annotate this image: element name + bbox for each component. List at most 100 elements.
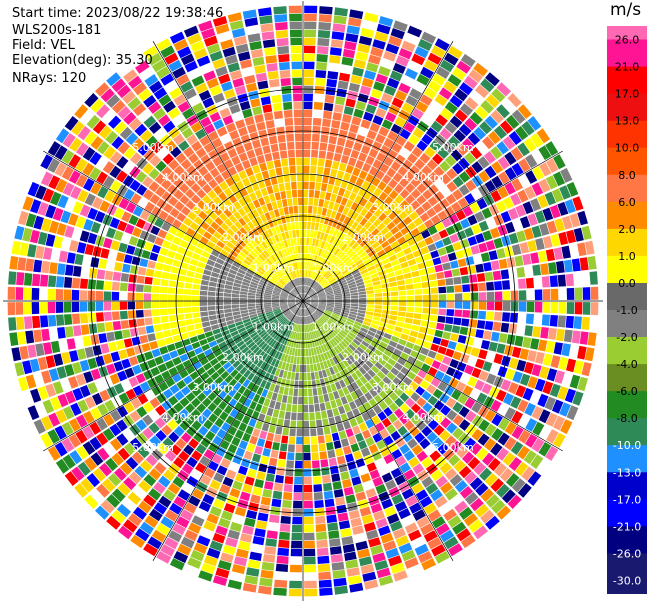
radar-gate: [350, 301, 359, 304]
radar-gate: [133, 82, 147, 96]
radar-gate: [294, 316, 298, 324]
radar-gate: [183, 25, 199, 38]
radar-gate: [37, 231, 48, 246]
radar-gate: [303, 69, 315, 78]
radar-gate: [584, 240, 595, 255]
radar-gate: [247, 211, 255, 221]
radar-gate: [153, 502, 168, 515]
radar-gate: [464, 397, 476, 409]
radar-gate: [289, 564, 302, 573]
radar-gate: [344, 41, 357, 51]
radar-gate: [522, 387, 534, 401]
radar-gate: [203, 326, 212, 333]
radar-gate: [374, 361, 384, 370]
radar-gate: [43, 247, 53, 260]
radar-gate: [69, 137, 83, 152]
radar-gate: [304, 13, 317, 22]
radar-gate: [80, 313, 89, 324]
radar-gate: [220, 458, 231, 469]
radar-gate: [263, 299, 271, 301]
radar-gate: [542, 302, 551, 313]
radar-gate: [238, 395, 247, 405]
radar-gate: [161, 240, 172, 249]
radar-gate: [281, 291, 289, 296]
radar-gate: [239, 533, 253, 543]
radar-gate: [198, 382, 208, 392]
radar-gate: [351, 116, 362, 126]
radar-gate: [264, 112, 274, 121]
radar-gate: [403, 469, 416, 481]
radar-gate: [388, 35, 403, 47]
radar-gate: [199, 357, 209, 366]
radar-gate: [310, 303, 318, 308]
radar-gate: [142, 401, 154, 413]
radar-gate: [452, 162, 464, 175]
radar-gate: [145, 454, 158, 467]
radar-gate: [268, 246, 275, 254]
radar-gate: [437, 315, 446, 323]
radar-gate: [517, 399, 529, 413]
radar-gate: [189, 258, 199, 266]
radar-gate: [397, 166, 408, 177]
radar-gate: [160, 73, 175, 86]
radar-gate: [111, 100, 126, 114]
radar-gate: [315, 523, 327, 532]
radar-gate: [191, 515, 205, 527]
radar-gate: [131, 138, 144, 151]
radar-gate: [337, 204, 345, 214]
radar-gate: [232, 360, 241, 369]
radar-gate: [323, 360, 329, 369]
radar-gate: [345, 393, 354, 403]
radar-gate: [206, 77, 219, 89]
radar-gate: [220, 39, 234, 50]
radar-gate: [267, 228, 274, 237]
radar-gate: [349, 582, 364, 593]
radar-gate: [390, 562, 405, 574]
radar-gate: [77, 461, 91, 476]
radar-gate: [326, 297, 335, 300]
radar-gate: [116, 433, 129, 446]
radar-gate: [235, 145, 246, 155]
radar-gate: [169, 502, 183, 515]
radar-gate: [295, 316, 299, 324]
radar-gate: [350, 306, 359, 310]
radar-gate: [173, 38, 189, 51]
radar-gate: [175, 438, 187, 450]
radar-gate: [538, 442, 552, 457]
radar-gate: [209, 358, 219, 367]
radar-gate: [251, 182, 260, 192]
radar-gate: [150, 366, 161, 377]
radar-gate: [442, 331, 451, 340]
radar-gate: [579, 257, 589, 271]
radar-gate: [165, 214, 176, 225]
radar-gate: [169, 350, 179, 359]
radar-gate: [233, 391, 242, 401]
radar-gate: [215, 301, 224, 306]
radar-gate: [390, 286, 398, 292]
radar-gate: [287, 297, 296, 300]
radar-gate: [518, 158, 531, 173]
radar-gate: [123, 477, 137, 491]
radar-gate: [338, 129, 348, 139]
radar-gate: [361, 412, 371, 422]
radar-gate: [311, 314, 316, 322]
radar-gate: [310, 302, 319, 305]
radar-gate: [289, 428, 296, 437]
radar-gate: [309, 270, 313, 279]
radar-gate: [279, 258, 285, 267]
radar-gate: [270, 449, 279, 459]
radar-gate: [314, 321, 319, 329]
radar-gate: [318, 345, 323, 354]
radar-gate: [264, 47, 277, 56]
radar-gate: [106, 72, 121, 87]
radar-gate: [318, 302, 327, 305]
radar-gate: [540, 263, 549, 275]
radar-gate: [224, 312, 233, 318]
radar-gate: [360, 27, 375, 38]
radar-gate: [206, 353, 216, 362]
radar-gate: [279, 278, 286, 285]
radar-gate: [75, 174, 88, 188]
radar-gate: [240, 310, 249, 314]
radar-gate: [275, 284, 283, 289]
radar-gate: [149, 508, 163, 522]
